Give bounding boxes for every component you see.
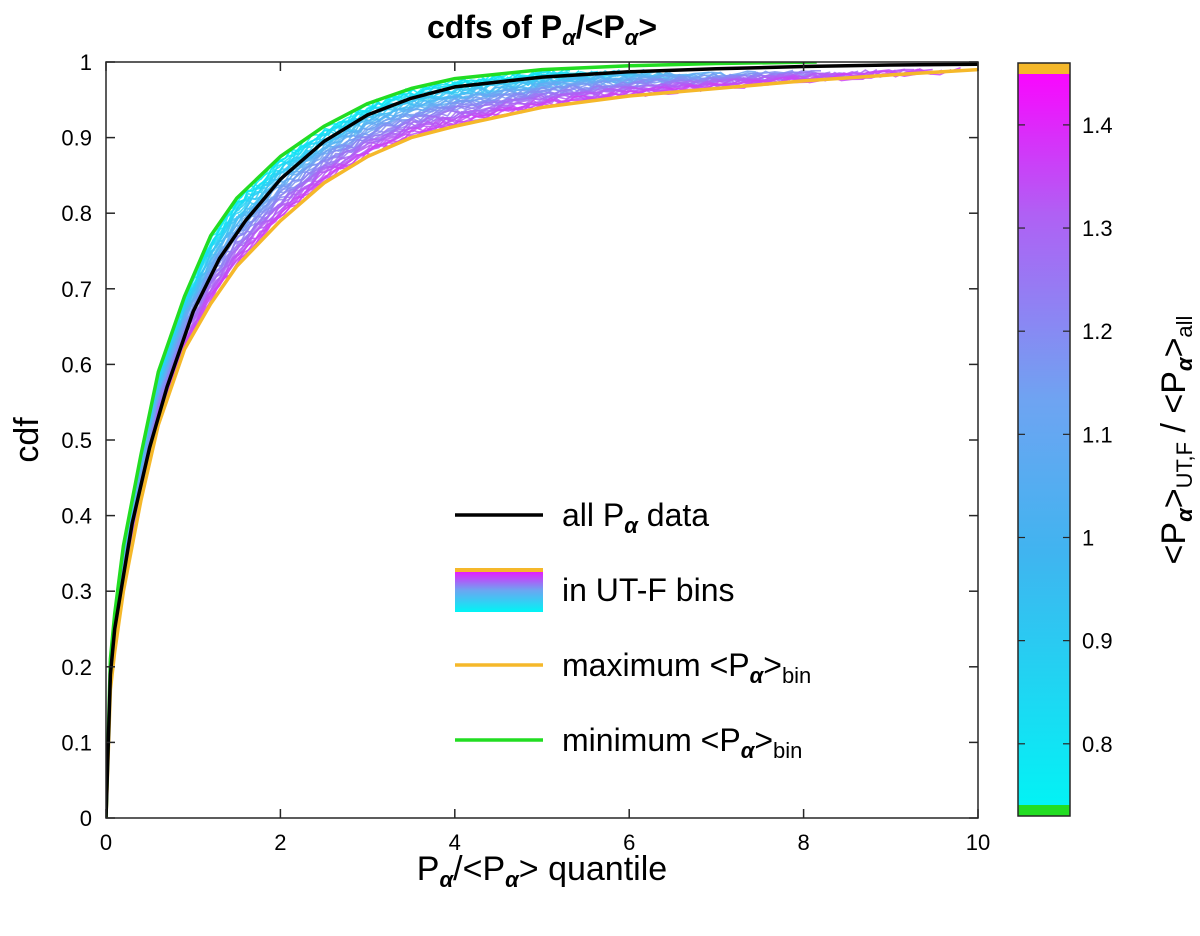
series-line-minimum-bin — [106, 62, 817, 818]
y-tick-label: 0.8 — [61, 201, 92, 226]
y-axis-label: cdf — [8, 417, 46, 463]
y-tick-label: 0.2 — [61, 655, 92, 680]
legend-label: in UT-F bins — [562, 572, 734, 608]
legend: all Pα data in UT-F bins maximum <Pα>bin mi… — [455, 497, 811, 763]
colorbar-tick-label: 0.8 — [1082, 732, 1113, 757]
y-tick-label: 0.5 — [61, 428, 92, 453]
x-tick-label: 6 — [623, 830, 635, 855]
x-tick-label: 8 — [797, 830, 809, 855]
y-tick-label: 0.6 — [61, 352, 92, 377]
colorbar-frame — [1017, 62, 1071, 817]
colorbar-tick-label: 1.2 — [1082, 319, 1113, 344]
legend-gradient-swatch — [455, 568, 543, 612]
y-axis: 0 0.1 0.2 0.3 0.4 0.5 0.6 0.7 0.8 0.9 1 — [61, 50, 978, 831]
x-axis-label: Pα/<Pα> quantile — [417, 850, 667, 892]
x-axis: 0 2 4 6 8 10 — [100, 62, 990, 855]
y-tick-label: 0.3 — [61, 579, 92, 604]
series-line-maximum-bin — [106, 67, 978, 818]
chart-title: cdfs of Pα/<Pα> — [427, 9, 657, 50]
colorbar-tick-label: 1.1 — [1082, 422, 1113, 447]
series-line-all-data — [106, 62, 978, 818]
y-tick-label: 0.9 — [61, 126, 92, 151]
y-tick-label: 0.1 — [61, 730, 92, 755]
x-tick-label: 4 — [449, 830, 461, 855]
y-tick-label: 0 — [80, 806, 92, 831]
x-tick-label: 10 — [966, 830, 990, 855]
y-tick-label: 0.4 — [61, 504, 92, 529]
legend-label: minimum <Pα>bin — [562, 722, 802, 763]
colorbar-tick-label: 1.3 — [1082, 216, 1113, 241]
colorbar-tick-label: 1 — [1082, 525, 1094, 550]
colorbar: 0.8 0.9 1 1.1 1.2 1.3 1.4 <Pα>UT,F / <Pα>all — [1017, 62, 1197, 817]
x-tick-label: 2 — [274, 830, 286, 855]
colorbar-min-end — [1018, 805, 1070, 816]
colorbar-gradient — [1018, 63, 1070, 816]
y-tick-label: 1 — [80, 50, 92, 75]
x-tick-label: 0 — [100, 830, 112, 855]
plot-area — [106, 62, 978, 818]
colorbar-max-end — [1018, 63, 1070, 74]
colorbar-tick-label: 0.9 — [1082, 629, 1113, 654]
colorbar-tick-label: 1.4 — [1082, 113, 1113, 138]
legend-label: all Pα data — [562, 497, 709, 538]
y-tick-label: 0.7 — [61, 277, 92, 302]
series-group — [106, 62, 978, 818]
legend-gradient-top — [455, 568, 543, 572]
legend-label: maximum <Pα>bin — [562, 647, 811, 688]
colorbar-label: <Pα>UT,F / <Pα>all — [1155, 316, 1197, 565]
